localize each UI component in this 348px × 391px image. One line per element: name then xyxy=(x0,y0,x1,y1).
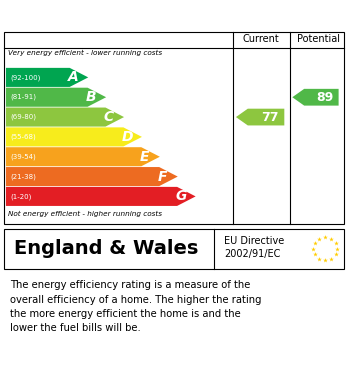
Text: The energy efficiency rating is a measure of the
overall efficiency of a home. T: The energy efficiency rating is a measur… xyxy=(10,280,262,334)
Polygon shape xyxy=(6,88,106,107)
Text: EU Directive
2002/91/EC: EU Directive 2002/91/EC xyxy=(224,236,285,259)
Text: (92-100): (92-100) xyxy=(10,74,40,81)
Text: B: B xyxy=(86,90,96,104)
Polygon shape xyxy=(6,147,160,166)
Polygon shape xyxy=(6,187,196,206)
Text: (39-54): (39-54) xyxy=(10,154,36,160)
Text: (21-38): (21-38) xyxy=(10,173,36,180)
Text: G: G xyxy=(175,189,187,203)
Text: F: F xyxy=(157,170,167,183)
Text: 89: 89 xyxy=(316,91,333,104)
Text: (55-68): (55-68) xyxy=(10,134,36,140)
Text: A: A xyxy=(68,70,79,84)
Text: Current: Current xyxy=(243,34,280,44)
Text: Energy Efficiency Rating: Energy Efficiency Rating xyxy=(9,9,219,24)
Text: (69-80): (69-80) xyxy=(10,114,36,120)
Polygon shape xyxy=(6,167,178,186)
Text: C: C xyxy=(104,110,114,124)
Text: England & Wales: England & Wales xyxy=(14,239,198,258)
Text: E: E xyxy=(140,150,149,164)
Polygon shape xyxy=(292,89,339,106)
Polygon shape xyxy=(6,127,142,146)
Text: Potential: Potential xyxy=(297,34,340,44)
Text: Very energy efficient - lower running costs: Very energy efficient - lower running co… xyxy=(8,50,162,56)
Polygon shape xyxy=(6,68,88,87)
Text: (1-20): (1-20) xyxy=(10,193,31,200)
Text: Not energy efficient - higher running costs: Not energy efficient - higher running co… xyxy=(8,210,162,217)
Polygon shape xyxy=(6,108,124,127)
Polygon shape xyxy=(236,109,284,126)
Text: 77: 77 xyxy=(261,111,278,124)
Text: (81-91): (81-91) xyxy=(10,94,36,100)
Text: D: D xyxy=(122,130,133,144)
